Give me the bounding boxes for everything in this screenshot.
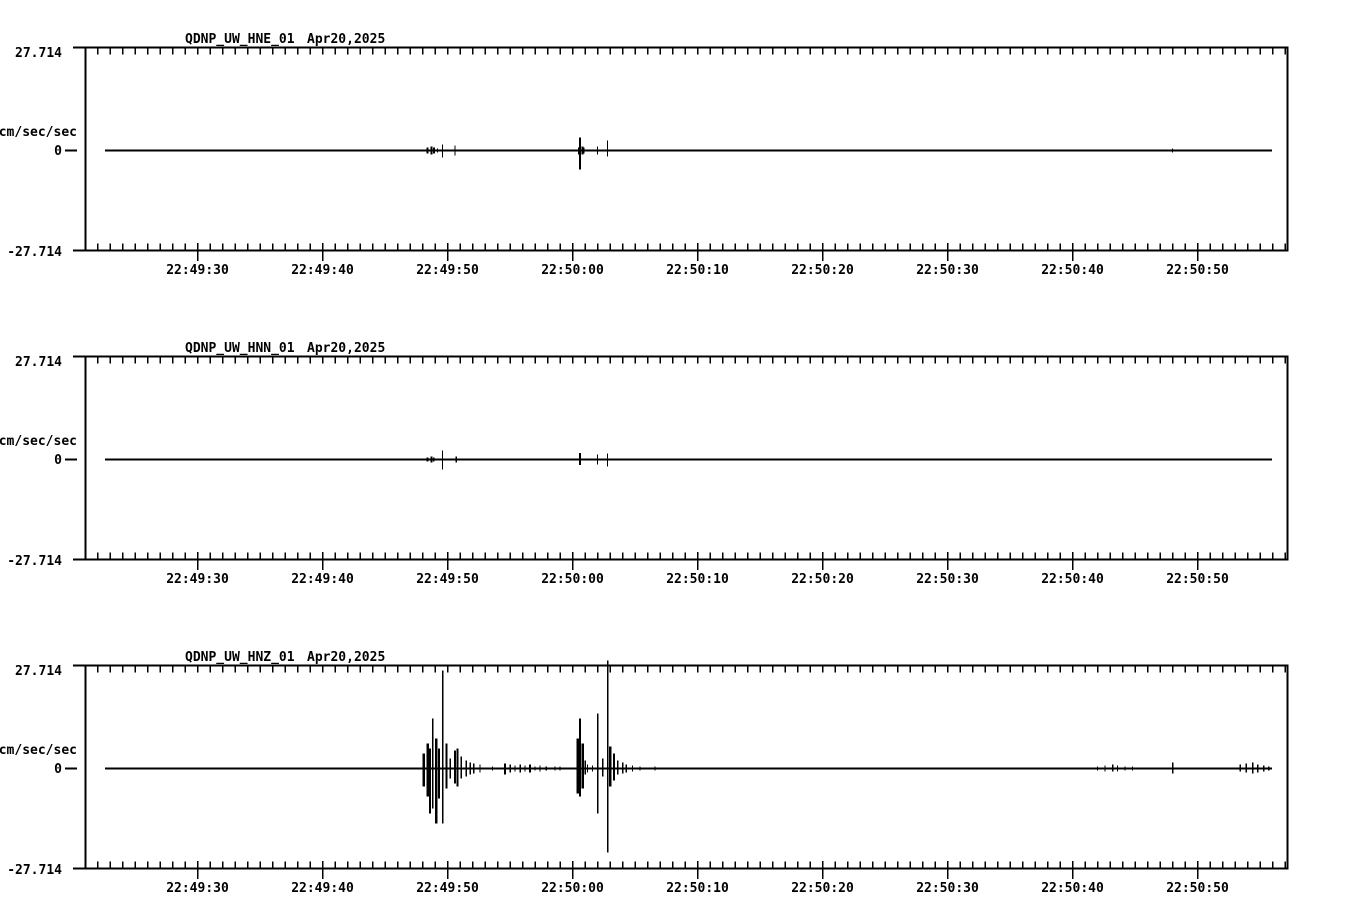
plot-frame [65,355,1289,561]
y-unit-label: cm/sec/sec [0,434,77,449]
chart-title-station: QDNP_UW_HNN_01 [185,341,295,356]
time-tick-label: 22:50:20 [791,881,854,896]
time-tick-label: 22:50:40 [1041,572,1104,587]
time-tick-label: 22:49:30 [166,881,229,896]
plot-frame [65,664,1289,870]
plot-border [84,664,1289,870]
time-tick-label: 22:50:30 [916,881,979,896]
time-tick-label: 22:50:50 [1166,881,1229,896]
time-tick-label: 22:50:20 [791,572,854,587]
seismogram-panel-hnz: QDNP_UW_HNZ_01 Apr20,2025 27.714 cm/sec/… [0,650,1289,896]
time-tick-label: 22:49:40 [291,572,354,587]
trace-hnn [105,450,1272,470]
time-tick-label: 22:50:00 [541,572,604,587]
time-tick-label: 22:49:40 [291,881,354,896]
plot-border [84,355,1289,561]
y-unit-label: cm/sec/sec [0,743,77,758]
time-tick-label: 22:50:00 [541,881,604,896]
trace-hnz [105,660,1272,853]
plot-border [84,46,1289,252]
y-max-label: 27.714 [15,355,62,370]
time-tick-label: 22:49:50 [416,263,479,278]
time-labels: 22:49:30 22:49:40 22:49:50 22:50:00 22:50:10… [166,881,1229,896]
y-min-label: -27.714 [7,863,62,878]
chart-title-date: Apr20,2025 [307,650,385,665]
chart-title-date: Apr20,2025 [307,32,385,47]
y-zero-label: 0 [54,144,62,159]
y-zero-label: 0 [54,453,62,468]
y-min-label: -27.714 [7,554,62,569]
time-labels: 22:49:30 22:49:40 22:49:50 22:50:00 22:50:10… [166,572,1229,587]
chart-title-date: Apr20,2025 [307,341,385,356]
seismogram-panel-hne: QDNP_UW_HNE_01 Apr20,2025 27.714 cm/sec/… [0,32,1289,278]
y-unit-label: cm/sec/sec [0,125,77,140]
axis-ticks [96,666,1286,879]
chart-title-station: QDNP_UW_HNE_01 [185,32,295,47]
plot-frame [65,46,1289,252]
time-tick-label: 22:49:40 [291,263,354,278]
time-tick-label: 22:50:00 [541,263,604,278]
time-tick-label: 22:50:50 [1166,572,1229,587]
time-tick-label: 22:50:40 [1041,263,1104,278]
y-min-label: -27.714 [7,245,62,260]
y-max-label: 27.714 [15,46,62,61]
time-tick-label: 22:50:10 [666,572,729,587]
time-tick-label: 22:50:50 [1166,263,1229,278]
time-tick-label: 22:50:30 [916,572,979,587]
time-tick-label: 22:49:50 [416,881,479,896]
y-zero-label: 0 [54,762,62,777]
axis-ticks [96,48,1286,261]
time-labels: 22:49:30 22:49:40 22:49:50 22:50:00 22:50:10… [166,263,1229,278]
y-max-label: 27.714 [15,664,62,679]
time-tick-label: 22:50:10 [666,881,729,896]
axis-ticks [96,357,1286,570]
time-tick-label: 22:49:30 [166,263,229,278]
time-tick-label: 22:50:30 [916,263,979,278]
time-tick-label: 22:50:20 [791,263,854,278]
chart-title-station: QDNP_UW_HNZ_01 [185,650,295,665]
trace-hne [105,137,1272,170]
seismogram-panel-hnn: QDNP_UW_HNN_01 Apr20,2025 27.714 cm/sec/… [0,341,1289,587]
time-tick-label: 22:49:30 [166,572,229,587]
time-tick-label: 22:50:10 [666,263,729,278]
time-tick-label: 22:49:50 [416,572,479,587]
time-tick-label: 22:50:40 [1041,881,1104,896]
